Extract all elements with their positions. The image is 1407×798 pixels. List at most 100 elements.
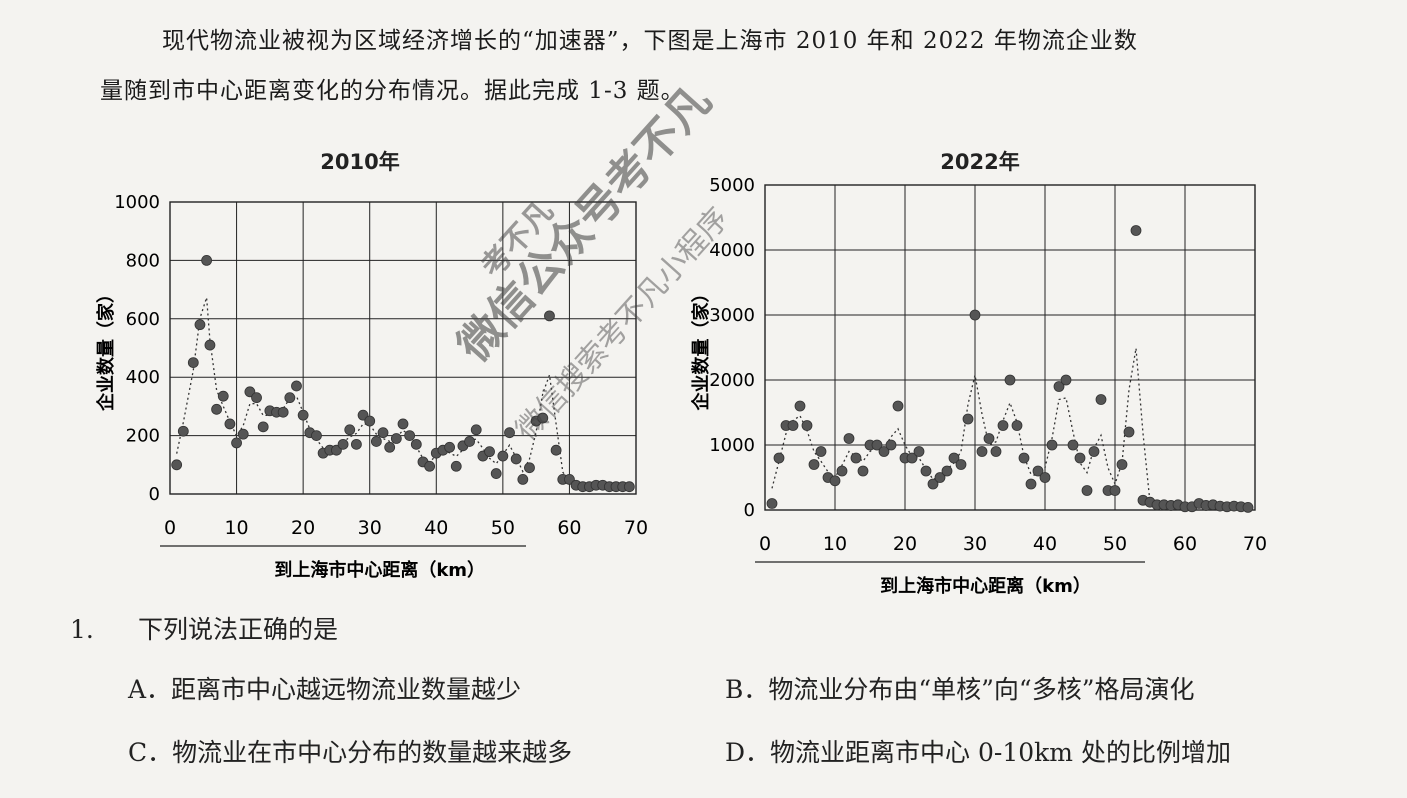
data-point xyxy=(202,255,212,265)
data-point xyxy=(445,442,455,452)
data-point xyxy=(172,460,182,470)
data-point xyxy=(1068,440,1078,450)
data-point xyxy=(491,469,501,479)
trend-curve xyxy=(772,348,1248,507)
data-point xyxy=(365,416,375,426)
question-number: 1. xyxy=(70,615,130,644)
data-point xyxy=(802,421,812,431)
x-tick-label: 0 xyxy=(759,533,771,555)
y-tick-label: 1000 xyxy=(709,435,755,456)
data-point xyxy=(921,466,931,476)
data-point xyxy=(232,438,242,448)
data-point xyxy=(345,425,355,435)
y-tick-label: 2000 xyxy=(709,370,755,391)
data-point xyxy=(984,434,994,444)
data-point xyxy=(1047,440,1057,450)
data-point xyxy=(1124,427,1134,437)
data-point xyxy=(278,407,288,417)
y-tick-label: 400 xyxy=(126,367,160,388)
data-point xyxy=(212,404,222,414)
data-point xyxy=(425,461,435,471)
data-point xyxy=(518,474,528,484)
intro-line-2: 量随到市中心距离变化的分布情况。据此完成 1-3 题。 xyxy=(100,66,1300,116)
data-point xyxy=(624,482,634,492)
data-point xyxy=(1012,421,1022,431)
x-tick-label: 40 xyxy=(1033,533,1057,555)
data-point xyxy=(195,320,205,330)
data-point xyxy=(1082,486,1092,496)
x-tick-label: 10 xyxy=(823,533,847,555)
x-tick-label: 70 xyxy=(1243,533,1267,555)
data-point xyxy=(391,434,401,444)
data-point xyxy=(511,454,521,464)
y-tick-label: 600 xyxy=(126,309,160,330)
data-point xyxy=(465,436,475,446)
option-b[interactable]: B．物流业分布由“单核”向“多核”格局演化 xyxy=(725,670,1195,706)
data-point xyxy=(311,431,321,441)
data-point xyxy=(398,419,408,429)
data-point xyxy=(1005,375,1015,385)
data-point xyxy=(774,453,784,463)
option-a[interactable]: A．距离市中心越远物流业数量越少 xyxy=(128,670,521,706)
intro-paragraph: 现代物流业被视为区域经济增长的“加速器”，下图是上海市 2010 年和 2022… xyxy=(100,16,1300,116)
data-point xyxy=(285,393,295,403)
plot-frame xyxy=(765,185,1255,510)
data-point xyxy=(378,428,388,438)
y-axis-label: 企业数量（家） xyxy=(690,285,712,412)
data-point xyxy=(505,428,515,438)
data-point xyxy=(942,466,952,476)
y-axis-label: 企业数量（家） xyxy=(95,285,117,412)
data-point xyxy=(188,358,198,368)
data-point xyxy=(1026,479,1036,489)
data-point xyxy=(385,442,395,452)
x-axis-label: 到上海市中心距离（km） xyxy=(880,575,1091,597)
data-point xyxy=(411,439,421,449)
chart-2022-svg: 0 10 20 30 40 50 60 70 0 1000 2000 3000 4000 5000 到上海市… xyxy=(690,140,1290,600)
chart-title-2010: 2010年 xyxy=(60,146,660,176)
data-point xyxy=(1243,502,1253,512)
x-tick-label: 20 xyxy=(893,533,917,555)
data-point xyxy=(351,439,361,449)
option-c[interactable]: C．物流业在市中心分布的数量越来越多 xyxy=(128,733,572,769)
data-point xyxy=(851,453,861,463)
data-point xyxy=(225,419,235,429)
data-point xyxy=(886,440,896,450)
data-point xyxy=(218,391,228,401)
data-point xyxy=(809,460,819,470)
y-tick-label: 200 xyxy=(126,426,160,447)
y-tick-label: 5000 xyxy=(709,175,755,196)
data-point xyxy=(991,447,1001,457)
data-point xyxy=(252,393,262,403)
x-tick-label: 60 xyxy=(1173,533,1197,555)
data-point xyxy=(1110,486,1120,496)
data-point xyxy=(970,310,980,320)
x-tick-label: 70 xyxy=(624,517,648,539)
data-point xyxy=(1061,375,1071,385)
data-point xyxy=(788,421,798,431)
data-point xyxy=(551,445,561,455)
data-point xyxy=(498,451,508,461)
y-tick-label: 1000 xyxy=(114,192,160,213)
x-tick-label: 60 xyxy=(557,517,581,539)
data-point xyxy=(258,422,268,432)
data-point xyxy=(1019,453,1029,463)
data-point xyxy=(298,410,308,420)
chart-2022: 2022年 0 10 20 30 40 50 60 70 0 1000 2000 3000 4000 50… xyxy=(690,140,1290,600)
data-point xyxy=(1089,447,1099,457)
option-d[interactable]: D．物流业距离市中心 0-10km 处的比例增加 xyxy=(725,733,1231,769)
data-point xyxy=(1096,395,1106,405)
question-stem: 下列说法正确的是 xyxy=(138,615,338,644)
data-point xyxy=(291,381,301,391)
data-point xyxy=(205,340,215,350)
data-point xyxy=(178,426,188,436)
x-tick-label: 50 xyxy=(491,517,515,539)
data-point xyxy=(1117,460,1127,470)
data-point xyxy=(893,401,903,411)
data-point xyxy=(1075,453,1085,463)
data-point xyxy=(524,463,534,473)
x-tick-label: 40 xyxy=(424,517,448,539)
chart-title-2022: 2022年 xyxy=(680,146,1280,176)
x-tick-label: 0 xyxy=(164,517,176,539)
y-tick-label: 0 xyxy=(149,484,160,505)
x-tick-label: 20 xyxy=(291,517,315,539)
